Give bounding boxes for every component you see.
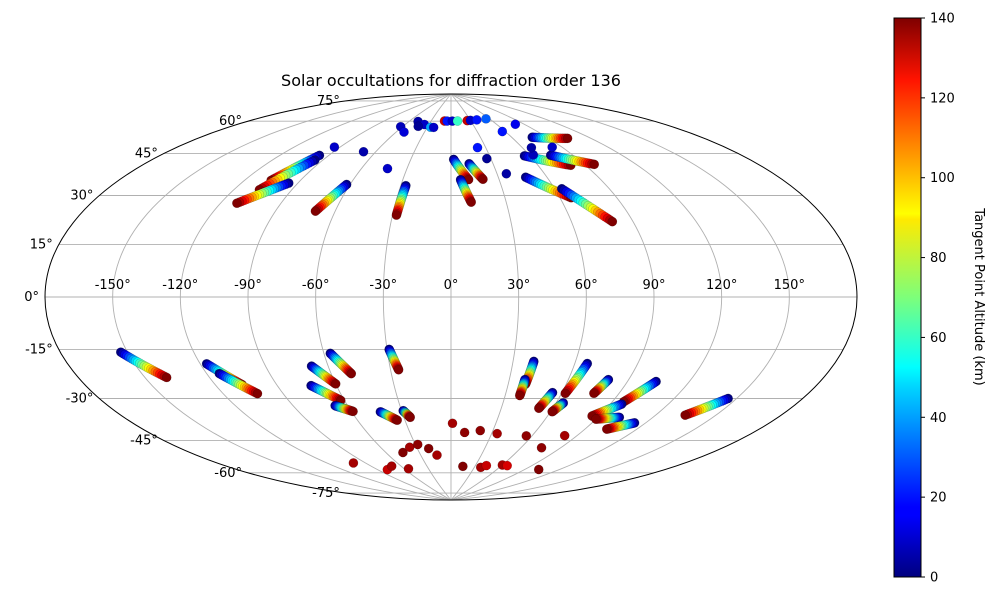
latitude-tick-labels: 75° 60° 45° 30° 15° 0° -15° -30° -45° -60° -75° — [24, 94, 340, 501]
scatter-point — [393, 416, 402, 425]
scatter-point — [473, 143, 482, 152]
scatter-point — [406, 413, 415, 422]
scatter-point — [383, 164, 392, 173]
scatter-point — [405, 443, 414, 452]
scatter-point — [414, 122, 423, 131]
lon-tick-label: -90° — [234, 278, 262, 293]
colorbar-ticks: 0 20 40 60 80 100 120 140 — [921, 12, 955, 586]
longitude-tick-labels: -150° -120° -90° -60° -30° 0° 30° 60° 90° 120° 150… — [95, 278, 805, 293]
scatter-point — [394, 365, 403, 374]
lat-tick-label: 30° — [70, 189, 93, 204]
scatter-point — [548, 143, 557, 152]
colorbar-tick-label: 60 — [930, 331, 947, 346]
lon-tick-label: 30° — [507, 278, 530, 293]
lat-tick-label: -45° — [130, 434, 158, 449]
scatter-point — [330, 142, 339, 151]
colorbar-tick-label: 20 — [930, 491, 947, 506]
colorbar-tick-label: 0 — [930, 571, 938, 586]
lon-tick-label: -60° — [302, 278, 330, 293]
scatter-point — [515, 391, 524, 400]
scatter-point — [608, 217, 617, 226]
lat-tick-label: 45° — [135, 147, 158, 162]
lat-tick-label: -60° — [214, 466, 242, 481]
scatter-point — [162, 373, 171, 382]
scatter-point — [560, 431, 569, 440]
scatter-point — [563, 134, 572, 143]
scatter-point — [482, 461, 491, 470]
lat-tick-label: -15° — [25, 343, 53, 358]
scatter-point — [502, 169, 511, 178]
colorbar-tick-label: 80 — [930, 251, 947, 266]
scatter-point — [511, 120, 520, 129]
colorbar-gradient — [894, 18, 921, 577]
lon-tick-label: -30° — [369, 278, 397, 293]
lon-tick-label: 90° — [642, 278, 665, 293]
scatter-point — [481, 114, 490, 123]
scatter-point — [503, 461, 512, 470]
scatter-point — [537, 443, 546, 452]
scatter-point — [472, 115, 481, 124]
colorbar-label: Tangent Point Altitude (km) — [971, 207, 986, 385]
colorbar-tick-label: 120 — [930, 91, 955, 106]
scatter-point — [590, 160, 599, 169]
scatter-point — [476, 426, 485, 435]
chart-title: Solar occultations for diffraction order… — [281, 71, 621, 90]
lon-tick-label: -120° — [162, 278, 198, 293]
scatter-point — [561, 389, 570, 398]
scatter-points — [116, 114, 733, 474]
lat-tick-label: 75° — [317, 94, 340, 109]
colorbar-tick-label: 40 — [930, 411, 947, 426]
lon-tick-label: 150° — [774, 278, 805, 293]
lon-tick-label: 60° — [575, 278, 598, 293]
scatter-point — [498, 127, 507, 136]
lat-tick-label: 15° — [30, 238, 53, 253]
scatter-point — [429, 123, 438, 132]
scatter-point — [478, 175, 487, 184]
colorbar: 0 20 40 60 80 100 120 140 Tangent Point Altitud… — [894, 12, 986, 586]
scatter-point — [534, 465, 543, 474]
lon-tick-label: -150° — [95, 278, 131, 293]
scatter-point — [424, 444, 433, 453]
scatter-point — [331, 379, 340, 388]
scatter-point — [432, 450, 441, 459]
scatter-point — [548, 407, 557, 416]
scatter-point — [453, 116, 462, 125]
lat-tick-label: -30° — [66, 392, 94, 407]
colorbar-tick-label: 100 — [930, 171, 955, 186]
lat-tick-label: 0° — [24, 290, 39, 305]
scatter-point — [347, 369, 356, 378]
map-graticule — [45, 94, 857, 500]
scatter-point — [460, 428, 469, 437]
scatter-point — [413, 440, 422, 449]
scatter-point — [602, 425, 611, 434]
scatter-point — [392, 210, 401, 219]
scatter-point — [493, 429, 502, 438]
scatter-point — [404, 464, 413, 473]
scatter-point — [399, 127, 408, 136]
scatter-point — [348, 407, 357, 416]
scatter-point — [527, 143, 536, 152]
lat-tick-label: 60° — [219, 114, 242, 129]
scatter-point — [359, 147, 368, 156]
lon-tick-label: 0° — [444, 278, 459, 293]
scatter-point — [349, 458, 358, 467]
scatter-point — [591, 415, 600, 424]
lat-tick-label: -75° — [312, 486, 340, 501]
scatter-point — [232, 199, 241, 208]
chart: -150° -120° -90° -60° -30° 0° 30° 60° 90° 120° 150… — [0, 0, 1000, 600]
scatter-point — [311, 207, 320, 216]
scatter-point — [589, 389, 598, 398]
scatter-point — [458, 462, 467, 471]
scatter-point — [448, 419, 457, 428]
scatter-point — [482, 154, 491, 163]
scatter-point — [522, 431, 531, 440]
colorbar-tick-label: 140 — [930, 12, 955, 27]
lon-tick-label: 120° — [706, 278, 737, 293]
scatter-point — [467, 198, 476, 207]
scatter-point — [681, 411, 690, 420]
scatter-point — [534, 404, 543, 413]
scatter-point — [387, 462, 396, 471]
scatter-point — [253, 389, 262, 398]
